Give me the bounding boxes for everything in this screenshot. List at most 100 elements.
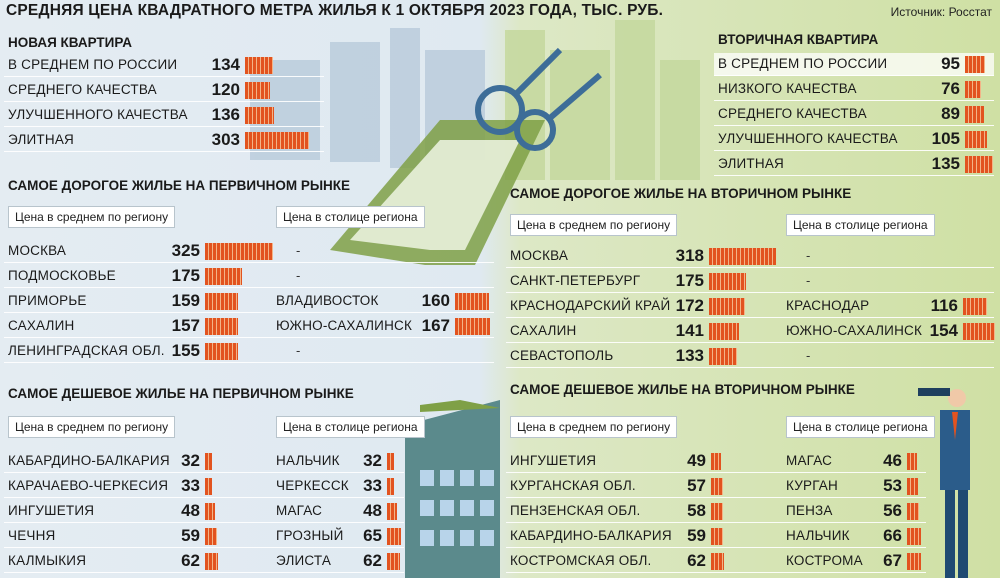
capital-header: Цена в столице региона <box>786 214 935 236</box>
capital-value: 56 <box>883 501 902 520</box>
row-divider <box>714 150 994 151</box>
capital-dash: - <box>806 248 811 263</box>
region-bar <box>709 273 746 290</box>
value-label: 136 <box>211 105 240 124</box>
region-bar <box>711 503 724 520</box>
capital-bar <box>455 318 491 335</box>
capital-bar <box>907 528 921 545</box>
region-header: Цена в среднем по региону <box>510 416 678 438</box>
value-label: 303 <box>211 130 240 149</box>
region-label: ИНГУШЕТИЯ <box>8 503 95 518</box>
region-bar <box>711 553 725 570</box>
bar-mark <box>965 156 994 173</box>
row-divider <box>506 472 926 473</box>
region-value: 58 <box>687 501 706 520</box>
region-label: СЕВАСТОПОЛЬ <box>510 348 614 363</box>
category-label: ЭЛИТНАЯ <box>8 132 74 147</box>
capital-label: ЭЛИСТА <box>276 553 332 568</box>
capital-label: НАЛЬЧИК <box>786 528 850 543</box>
capital-value: 67 <box>883 551 902 570</box>
capital-label: ЧЕРКЕССК <box>276 478 349 493</box>
row-divider <box>506 342 994 343</box>
value-label: 105 <box>931 129 960 148</box>
capital-value: 32 <box>363 451 382 470</box>
keys-icon <box>475 47 602 151</box>
value-label: 89 <box>941 104 960 123</box>
category-label: ЭЛИТНАЯ <box>718 156 784 171</box>
region-bar <box>205 268 242 285</box>
row-divider <box>506 497 926 498</box>
region-bar <box>709 323 739 340</box>
region-value: 62 <box>181 551 200 570</box>
capital-dash: - <box>296 268 301 283</box>
capital-header: Цена в столице региона <box>786 416 935 438</box>
row-divider <box>506 267 994 268</box>
region-label: КАЛМЫКИЯ <box>8 553 87 568</box>
capital-bar <box>455 293 489 310</box>
region-bar <box>711 528 724 545</box>
capital-bar <box>907 553 922 570</box>
category-label: СРЕДНЕГО КАЧЕСТВА <box>718 106 867 121</box>
row-divider <box>506 317 994 318</box>
capital-header: Цена в столице региона <box>276 206 425 228</box>
capital-bar <box>963 323 996 340</box>
category-label: В СРЕДНЕМ ПО РОССИИ <box>8 57 178 72</box>
row-divider <box>4 151 324 152</box>
region-value: 48 <box>181 501 200 520</box>
category-label: СРЕДНЕГО КАЧЕСТВА <box>8 82 157 97</box>
region-label: КОСТРОМСКАЯ ОБЛ. <box>510 553 652 568</box>
bar-mark <box>245 82 271 99</box>
capital-bar <box>963 298 988 315</box>
row-divider <box>714 75 994 76</box>
capital-value: 46 <box>883 451 902 470</box>
capital-value: 160 <box>421 291 450 310</box>
capital-label: МАГАС <box>276 503 323 518</box>
region-value: 32 <box>181 451 200 470</box>
capital-value: 48 <box>363 501 382 520</box>
region-label: КРАСНОДАРСКИЙ КРАЙ <box>510 298 671 313</box>
bar-mark <box>965 56 985 73</box>
capital-bar <box>907 503 919 520</box>
row-divider <box>4 337 494 338</box>
section-title: САМОЕ ДЕШЕВОЕ ЖИЛЬЕ НА ВТОРИЧНОМ РЫНКЕ <box>510 382 855 397</box>
value-label: 95 <box>941 54 960 73</box>
section-title: ВТОРИЧНАЯ КВАРТИРА <box>718 32 879 47</box>
region-bar <box>205 453 212 470</box>
region-value: 57 <box>687 476 706 495</box>
category-label: УЛУЧШЕННОГО КАЧЕСТВА <box>718 131 898 146</box>
value-label: 120 <box>211 80 240 99</box>
region-value: 133 <box>675 346 704 365</box>
bar-mark <box>965 81 981 98</box>
region-header: Цена в среднем по региону <box>8 206 176 228</box>
capital-bar <box>907 453 917 470</box>
capital-label: ВЛАДИВОСТОК <box>276 293 379 308</box>
region-value: 59 <box>687 526 706 545</box>
region-bar <box>711 453 722 470</box>
source-note: Источник: Росстат <box>890 5 992 19</box>
row-divider <box>714 125 994 126</box>
capital-dash: - <box>296 243 301 258</box>
region-label: МОСКВА <box>8 243 67 258</box>
region-value: 159 <box>171 291 200 310</box>
region-bar <box>205 478 212 495</box>
region-label: ПОДМОСКОВЬЕ <box>8 268 116 283</box>
row-divider <box>506 522 926 523</box>
region-label: САНКТ-ПЕТЕРБУРГ <box>510 273 641 288</box>
section-title: САМОЕ ДЕШЕВОЕ ЖИЛЬЕ НА ПЕРВИЧНОМ РЫНКЕ <box>8 386 354 401</box>
capital-label: ЮЖНО-САХАЛИНСК <box>786 323 923 338</box>
capital-value: 154 <box>929 321 958 340</box>
region-value: 172 <box>675 296 704 315</box>
capital-value: 167 <box>421 316 450 335</box>
capital-label: ПЕНЗА <box>786 503 833 518</box>
region-header: Цена в среднем по региону <box>8 416 176 438</box>
region-bar <box>205 553 219 570</box>
region-bar <box>205 503 216 520</box>
row-divider <box>506 572 926 573</box>
capital-bar <box>907 478 919 495</box>
capital-dash: - <box>806 348 811 363</box>
region-label: САХАЛИН <box>510 323 577 338</box>
capital-label: НАЛЬЧИК <box>276 453 340 468</box>
region-label: ПЕНЗЕНСКАЯ ОБЛ. <box>510 503 641 518</box>
category-label: В СРЕДНЕМ ПО РОССИИ <box>718 56 888 71</box>
